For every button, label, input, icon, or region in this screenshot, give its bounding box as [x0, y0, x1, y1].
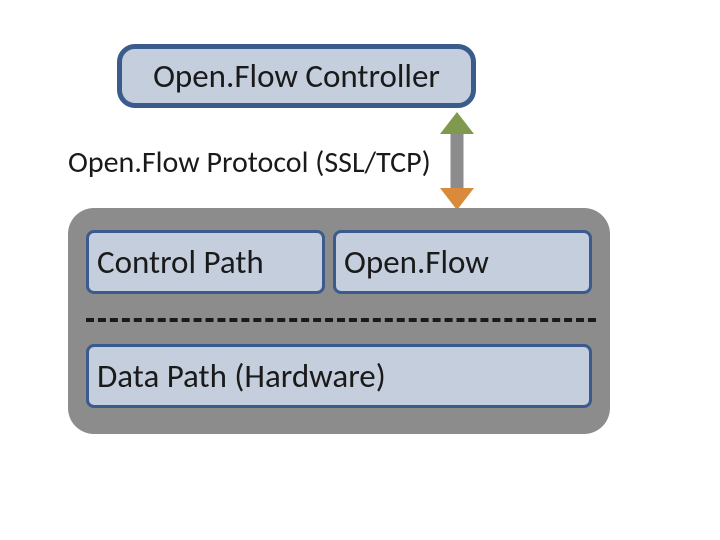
data-path-label: Data Path (Hardware) [97, 356, 386, 396]
control-path-label: Control Path [97, 242, 264, 282]
protocol-text: Open.Flow Protocol (SSL/TCP) [68, 144, 431, 181]
protocol-label: Open.Flow Protocol (SSL/TCP) [68, 144, 431, 181]
controller-box: Open.Flow Controller [117, 44, 476, 108]
openflow-box: Open.Flow [333, 230, 592, 294]
dashed-divider [86, 318, 596, 322]
openflow-box-label: Open.Flow [344, 242, 489, 282]
control-path-box: Control Path [86, 230, 325, 294]
data-path-box: Data Path (Hardware) [86, 344, 592, 408]
controller-label: Open.Flow Controller [153, 56, 440, 96]
